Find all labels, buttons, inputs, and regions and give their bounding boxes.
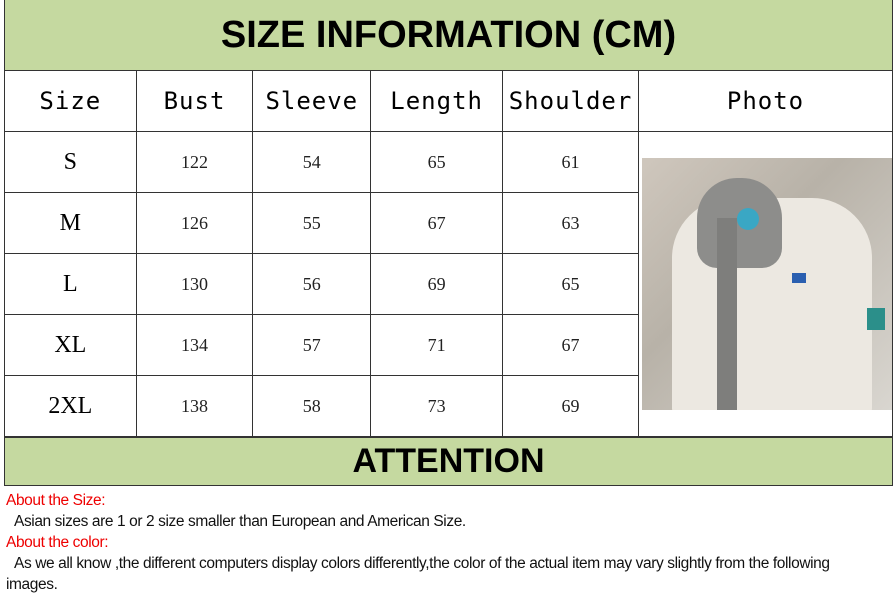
table-row: L 130 56 69 65	[4, 253, 893, 315]
length-cell: 73	[370, 375, 504, 437]
attention-heading: ATTENTION	[4, 437, 893, 486]
size-note-text: Asian sizes are 1 or 2 size smaller than…	[14, 513, 466, 530]
size-cell: S	[4, 131, 137, 193]
header-size: Size	[4, 70, 137, 132]
length-cell: 69	[370, 253, 504, 315]
shoulder-cell: 61	[502, 131, 639, 193]
photo-cell	[638, 131, 893, 437]
header-shoulder: Shoulder	[502, 70, 639, 132]
size-cell: M	[4, 192, 137, 254]
table-row: S 122 54 65 61	[4, 131, 893, 437]
bust-cell: 126	[135, 192, 254, 254]
shoulder-cell: 65	[502, 253, 639, 315]
color-note-heading: About the color:	[6, 534, 109, 551]
shoulder-cell: 69	[502, 375, 639, 437]
table-row: M 126 55 67 63	[4, 192, 893, 254]
sleeve-cell: 57	[252, 314, 372, 376]
size-cell: L	[4, 253, 137, 315]
table-row: 2XL 138 58 73 69	[4, 375, 893, 437]
sleeve-cell: 58	[252, 375, 372, 437]
header-row: Size Bust Sleeve Length Shoulder Photo	[4, 70, 893, 132]
header-length: Length	[370, 70, 504, 132]
hoodie-photo	[642, 158, 892, 410]
header-bust: Bust	[135, 70, 254, 132]
color-note-text: As we all know ,the different computers …	[6, 553, 863, 595]
shoulder-cell: 63	[502, 192, 639, 254]
header-photo: Photo	[638, 70, 893, 132]
color-note-body: As we all know ,the different computers …	[6, 555, 830, 593]
size-cell: 2XL	[4, 375, 137, 437]
length-cell: 71	[370, 314, 504, 376]
size-info-title: SIZE INFORMATION (CM)	[4, 0, 893, 71]
length-cell: 65	[370, 131, 504, 193]
shoulder-cell: 67	[502, 314, 639, 376]
sleeve-cell: 54	[252, 131, 372, 193]
size-table: Size Bust Sleeve Length Shoulder Photo S…	[4, 70, 893, 437]
table-row: XL 134 57 71 67	[4, 314, 893, 376]
length-cell: 67	[370, 192, 504, 254]
header-sleeve: Sleeve	[252, 70, 372, 132]
sleeve-cell: 56	[252, 253, 372, 315]
sleeve-cell: 55	[252, 192, 372, 254]
bust-cell: 134	[135, 314, 254, 376]
size-note-heading: About the Size:	[6, 492, 106, 509]
bust-cell: 122	[135, 131, 254, 193]
size-cell: XL	[4, 314, 137, 376]
bust-cell: 138	[135, 375, 254, 437]
bust-cell: 130	[135, 253, 254, 315]
notes: About the Size: Asian sizes are 1 or 2 s…	[6, 490, 863, 595]
